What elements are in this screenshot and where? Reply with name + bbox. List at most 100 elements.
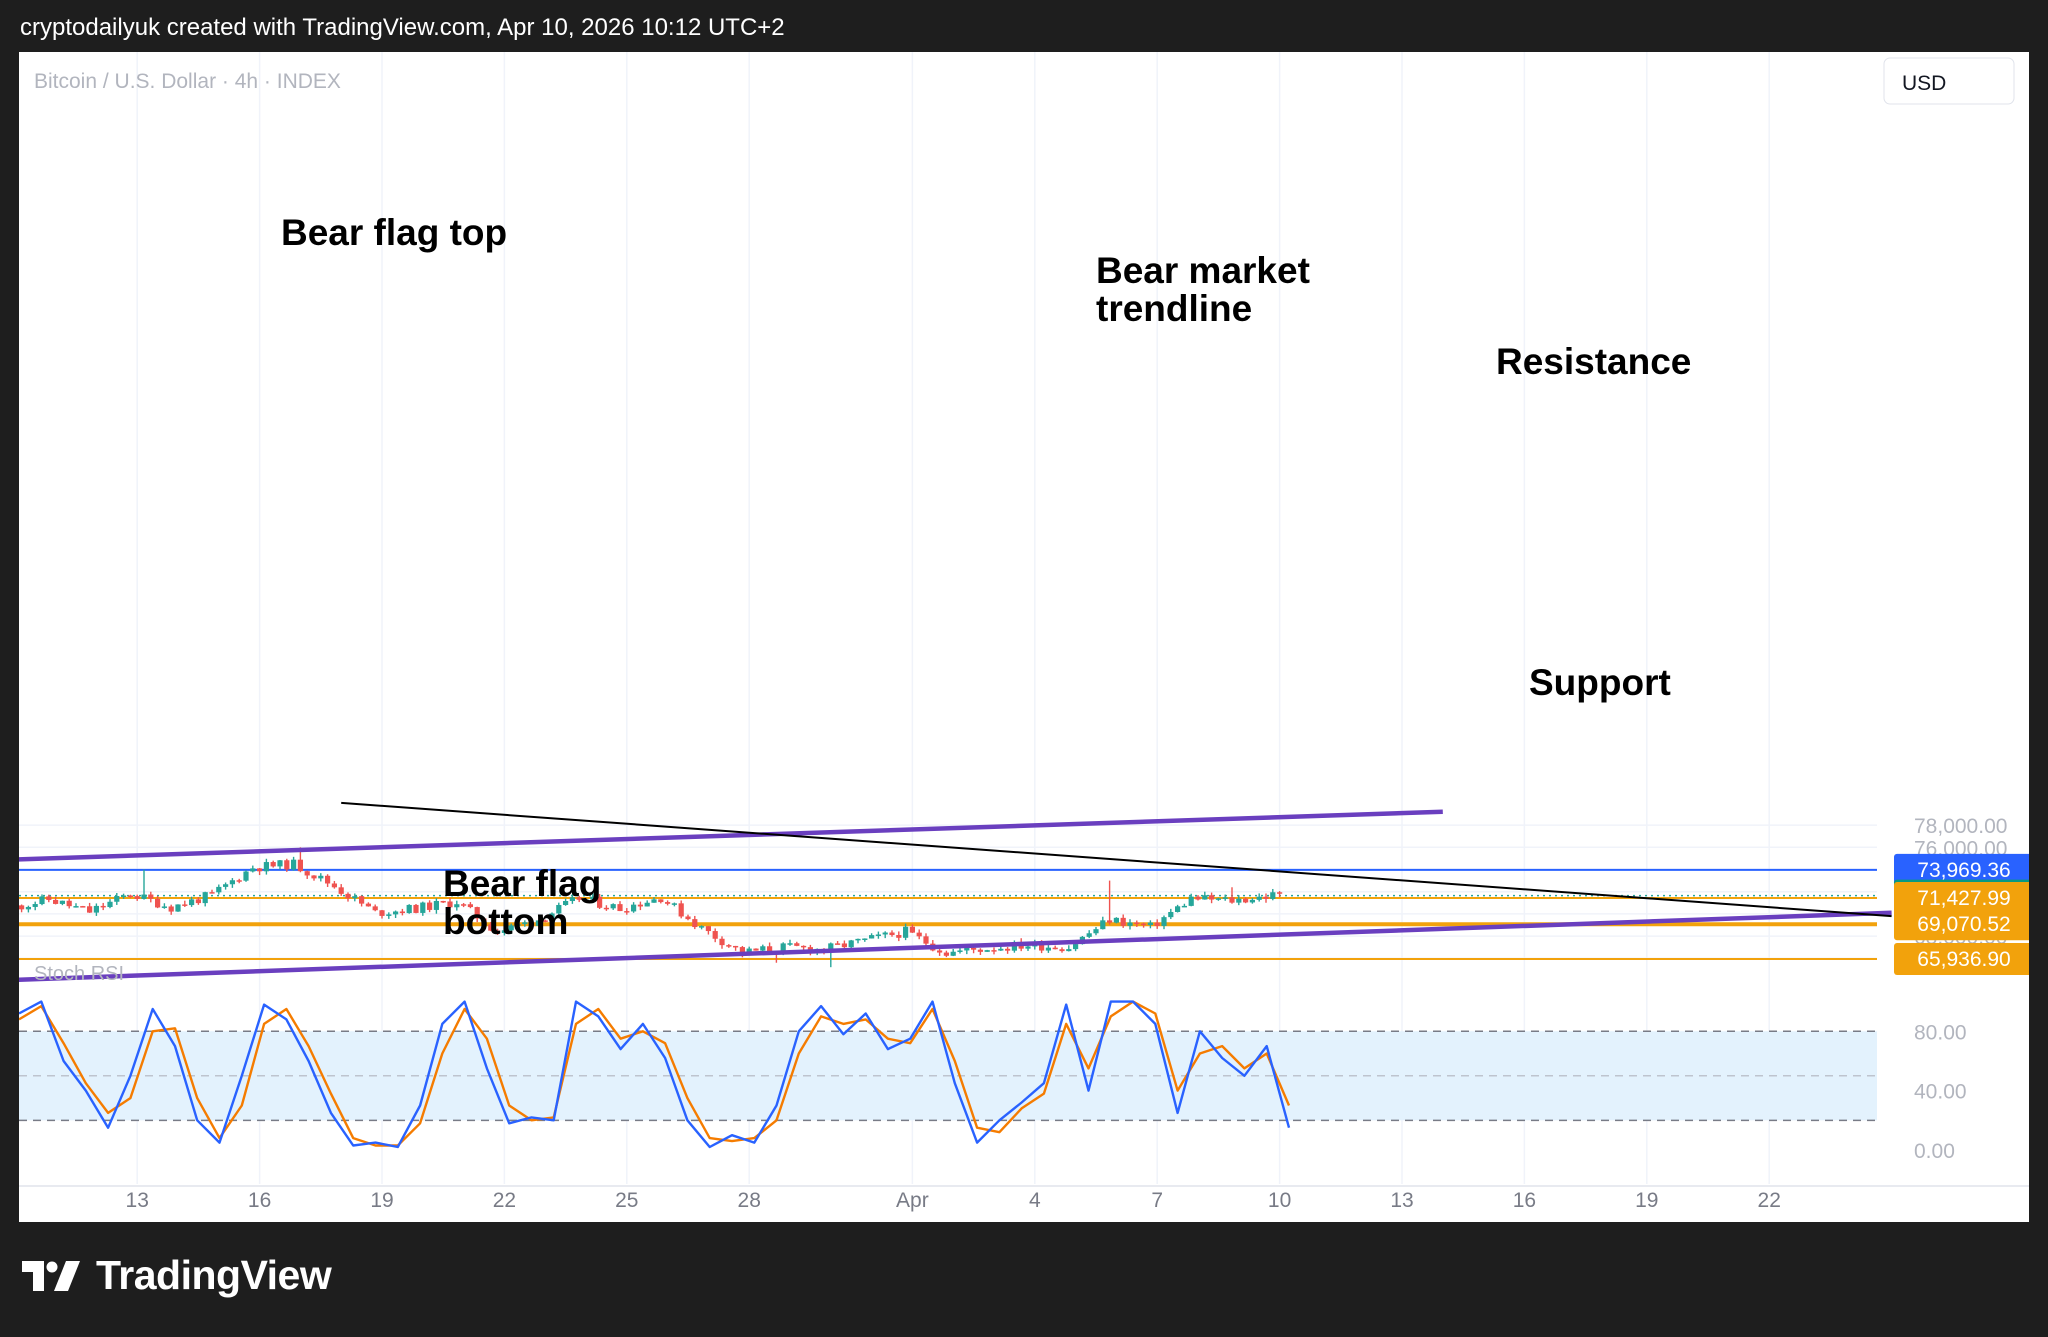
candle-body	[175, 904, 181, 912]
candle-up	[1202, 891, 1208, 900]
candle-body	[991, 950, 997, 952]
candle-down	[733, 945, 739, 951]
candle-body	[943, 952, 949, 956]
candle-down	[1263, 893, 1269, 903]
tradingview-logo: TradingView	[22, 1252, 332, 1299]
y-axis-tick-label: 78,000.00	[1914, 815, 2007, 838]
candle-up	[631, 902, 637, 913]
candle-body	[433, 900, 439, 910]
candle-up	[1256, 893, 1262, 902]
x-axis-tick-label: 10	[1268, 1189, 1291, 1212]
candle-up	[189, 896, 195, 907]
candle-up	[1066, 945, 1072, 952]
x-axis-tick-label: 13	[126, 1189, 149, 1212]
candle-body	[780, 943, 786, 952]
candle-body	[678, 903, 684, 917]
currency-button-label[interactable]: USD	[1902, 72, 1946, 95]
candle-down	[155, 895, 161, 909]
candle-body	[393, 911, 399, 915]
candle-down	[658, 899, 664, 904]
candle-down	[440, 900, 446, 903]
candle-body	[603, 907, 609, 910]
candle-up	[1215, 897, 1221, 901]
candle-body	[304, 871, 310, 876]
x-axis-tick-label: 28	[738, 1189, 761, 1212]
candle-down	[19, 904, 25, 913]
candle-down	[209, 889, 215, 894]
candle-down	[719, 936, 725, 949]
candle-down	[134, 894, 140, 901]
candle-body	[223, 884, 229, 887]
chart-canvas[interactable]: 78,000.0076,000.0072,000.0070,000.0068,0…	[12, 52, 2034, 1222]
candle-down	[678, 900, 684, 919]
candle-down	[304, 870, 310, 879]
candle-body	[624, 911, 630, 913]
candle-up	[699, 925, 705, 930]
candle-body	[957, 950, 963, 952]
candle-body	[1147, 922, 1153, 926]
x-axis-tick-label: 19	[1635, 1189, 1658, 1212]
candle-body	[651, 899, 657, 903]
candle-body	[461, 904, 467, 906]
symbol-title: Bitcoin / U.S. Dollar · 4h · INDEX	[34, 70, 341, 93]
candle-body	[488, 924, 494, 931]
stoch-rsi-label: Stoch RSI	[34, 963, 124, 985]
candle-up	[1045, 945, 1051, 953]
candle-body	[121, 895, 127, 897]
candle-body	[508, 925, 514, 931]
candle-down	[542, 919, 548, 923]
candle-body	[399, 911, 405, 914]
candle-body	[998, 948, 1004, 951]
candle-up	[32, 901, 38, 911]
candle-up	[535, 920, 541, 927]
candle-body	[1202, 895, 1208, 900]
candle-body	[1141, 923, 1147, 926]
candle-down	[692, 915, 698, 930]
x-axis-tick-label: 25	[615, 1189, 638, 1212]
candle-down	[236, 878, 242, 884]
candle-down	[624, 908, 630, 915]
candle-body	[46, 896, 52, 900]
candle-down	[100, 902, 106, 911]
candle-body	[637, 904, 643, 907]
candle-up	[223, 882, 229, 890]
candle-body	[903, 926, 909, 938]
candle-body	[467, 904, 473, 908]
candle-body	[794, 943, 800, 946]
candle-body	[583, 899, 589, 901]
currency-button[interactable]: USD	[1883, 57, 2015, 105]
candle-body	[1256, 896, 1262, 900]
candle-body	[631, 904, 637, 912]
candle-body	[1093, 929, 1099, 934]
candle-down	[195, 897, 201, 905]
candle-body	[515, 924, 521, 926]
candle-body	[297, 859, 303, 872]
x-axis-tick-label: Apr	[896, 1189, 929, 1212]
candle-up	[760, 944, 766, 952]
candle-body	[19, 905, 25, 910]
candle-body	[699, 926, 705, 928]
price-tag-bg	[1894, 943, 2034, 976]
candle-down	[365, 902, 371, 907]
annotation-bear-flag-bottom: Bear flag	[443, 863, 601, 904]
candle-body	[875, 934, 881, 936]
candle-up	[787, 939, 793, 946]
candle-body	[325, 875, 331, 884]
candle-body	[291, 859, 297, 870]
candle-down	[889, 930, 895, 937]
candle-body	[331, 883, 337, 888]
chart-panel[interactable]: 78,000.0076,000.0072,000.0070,000.0068,0…	[12, 52, 2034, 1222]
candle-body	[760, 946, 766, 951]
candle-up	[1181, 903, 1187, 908]
candle-body	[236, 880, 242, 882]
tradingview-brand: TradingView	[96, 1252, 332, 1298]
candle-down	[617, 901, 623, 912]
candle-body	[671, 903, 677, 905]
price-tag-bg	[1894, 882, 2034, 915]
candle-body	[964, 947, 970, 951]
candle-down	[46, 894, 52, 903]
candle-body	[1100, 920, 1106, 930]
candle-body	[155, 898, 161, 908]
candle-up	[121, 893, 127, 899]
candle-body	[1222, 897, 1228, 899]
